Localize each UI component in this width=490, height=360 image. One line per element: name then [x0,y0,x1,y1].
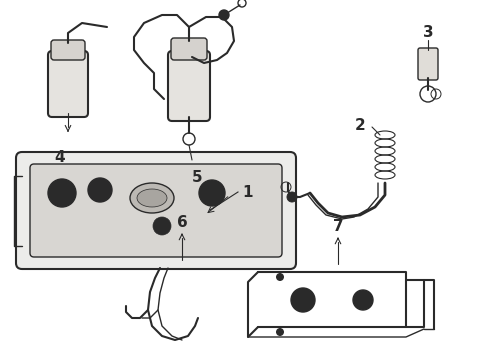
Circle shape [88,178,112,202]
Circle shape [276,273,284,281]
FancyBboxPatch shape [51,40,85,60]
FancyBboxPatch shape [30,164,282,257]
Circle shape [48,179,76,207]
FancyBboxPatch shape [168,51,210,121]
Text: 2: 2 [355,117,366,132]
Circle shape [199,180,225,206]
Text: 4: 4 [55,150,65,165]
Text: 7: 7 [333,219,343,234]
FancyBboxPatch shape [48,51,88,117]
FancyBboxPatch shape [171,38,207,60]
Circle shape [358,295,368,305]
Circle shape [153,217,171,235]
Circle shape [54,185,70,201]
Text: 3: 3 [423,24,433,40]
Circle shape [291,288,315,312]
Circle shape [353,290,373,310]
Circle shape [94,184,106,196]
Ellipse shape [137,189,167,207]
Circle shape [276,328,284,336]
Ellipse shape [130,183,174,213]
Circle shape [297,294,309,306]
FancyBboxPatch shape [418,48,438,80]
Text: 5: 5 [192,170,202,185]
Circle shape [287,192,297,202]
Text: 6: 6 [176,215,187,230]
FancyBboxPatch shape [16,152,296,269]
Circle shape [219,10,229,20]
Text: 1: 1 [242,185,252,199]
